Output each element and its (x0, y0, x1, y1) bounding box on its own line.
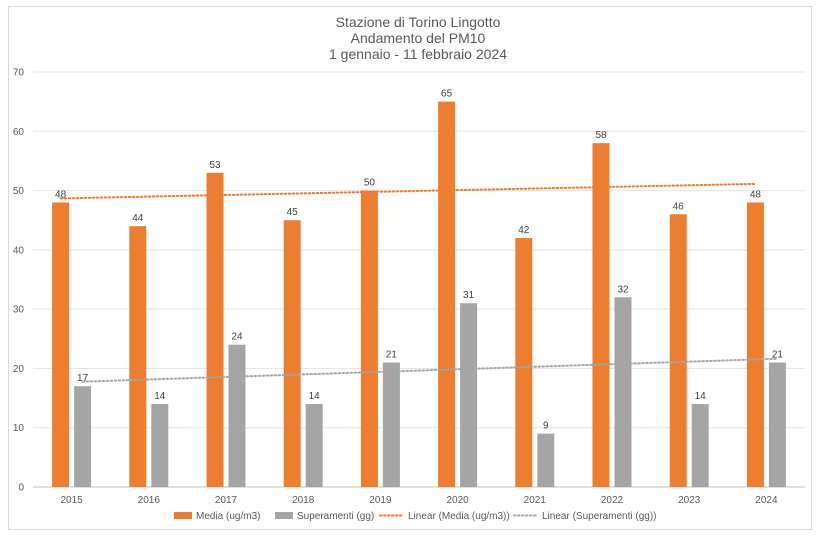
x-tick-label: 2019 (369, 495, 392, 506)
bar-superamenti (537, 433, 555, 487)
y-tick-label: 60 (13, 127, 25, 138)
data-labels: 48 17 44 14 53 24 45 14 50 21 65 31 42 9 58 32 46 14 48 21 (55, 89, 783, 432)
bars (52, 101, 786, 488)
bar-media (669, 214, 687, 488)
data-label-superamenti: 21 (386, 350, 398, 361)
data-label-superamenti: 9 (543, 421, 549, 432)
chart-title-line-1: Stazione di Torino Lingotto (335, 14, 501, 30)
bar-superamenti (768, 362, 786, 487)
bar-superamenti (74, 386, 92, 487)
x-tick-label: 2024 (755, 495, 778, 506)
data-label-superamenti: 14 (695, 391, 707, 402)
data-label-superamenti: 17 (77, 373, 89, 384)
data-label-superamenti: 14 (154, 391, 166, 402)
chart-title-line-3: 1 gennaio - 11 febbraio 2024 (329, 46, 507, 62)
legend-superamenti-label: Superamenti (gg) (297, 511, 374, 522)
bar-media (283, 220, 301, 487)
axes: 0 10 20 30 40 50 60 70 2015 2016 2017 2018 2019 2020 2… (13, 68, 778, 507)
x-tick-label: 2015 (60, 495, 83, 506)
x-tick-label: 2018 (292, 495, 315, 506)
data-label-media: 46 (673, 201, 685, 212)
data-label-media: 48 (750, 189, 762, 200)
trendline-superamenti (81, 357, 779, 383)
bar-media (438, 101, 456, 488)
data-label-superamenti: 24 (231, 332, 243, 343)
data-label-media: 58 (595, 130, 607, 141)
bar-media (52, 202, 70, 487)
y-tick-label: 40 (13, 245, 25, 256)
x-tick-label: 2020 (446, 495, 469, 506)
data-label-superamenti: 31 (463, 290, 475, 301)
legend-media-swatch (174, 512, 192, 519)
data-label-media: 65 (441, 89, 453, 100)
data-label-media: 45 (287, 207, 299, 218)
data-label-superamenti: 21 (772, 350, 784, 361)
bar-superamenti (460, 303, 478, 487)
bar-media (206, 172, 224, 488)
bar-media (360, 190, 378, 488)
y-tick-label: 50 (13, 186, 25, 197)
y-tick-label: 70 (13, 68, 25, 79)
legend-superamenti-swatch (275, 512, 293, 519)
data-label-media: 50 (364, 178, 376, 189)
legend-media-label: Media (ug/m3) (196, 511, 260, 522)
bar-media (746, 202, 764, 487)
chart-title: Stazione di Torino Lingotto Andamento de… (0, 14, 836, 62)
y-tick-label: 0 (18, 483, 24, 494)
bar-media (592, 143, 610, 487)
bar-superamenti (382, 362, 400, 487)
x-tick-label: 2017 (215, 495, 238, 506)
gridlines (33, 71, 805, 488)
data-label-superamenti: 32 (617, 284, 629, 295)
data-label-superamenti: 14 (309, 391, 321, 402)
data-label-media: 42 (518, 225, 530, 236)
trendline-media (59, 182, 757, 200)
y-tick-label: 20 (13, 364, 25, 375)
x-tick-label: 2021 (524, 495, 547, 506)
y-tick-label: 30 (13, 305, 25, 316)
bar-superamenti (691, 404, 709, 487)
data-label-media: 48 (55, 189, 67, 200)
bar-superamenti (305, 404, 323, 487)
data-label-media: 44 (132, 213, 144, 224)
x-tick-label: 2016 (138, 495, 161, 506)
bar-media (129, 226, 147, 487)
x-tick-label: 2022 (601, 495, 624, 506)
x-tick-label: 2023 (678, 495, 701, 506)
data-label-media: 53 (209, 160, 221, 171)
chart-title-line-2: Andamento del PM10 (350, 30, 486, 46)
legend-linear-media-label: Linear (Media (ug/m3)) (408, 511, 510, 522)
bar-superamenti (151, 404, 169, 487)
y-tick-label: 10 (13, 423, 25, 434)
trendlines (59, 182, 779, 383)
legend-linear-superamenti-label: Linear (Superamenti (gg)) (542, 511, 657, 522)
legend: Media (ug/m3) Superamenti (gg) Linear (Med… (174, 511, 657, 522)
bar-superamenti (614, 297, 632, 487)
bar-superamenti (228, 344, 246, 487)
bar-media (515, 238, 533, 487)
